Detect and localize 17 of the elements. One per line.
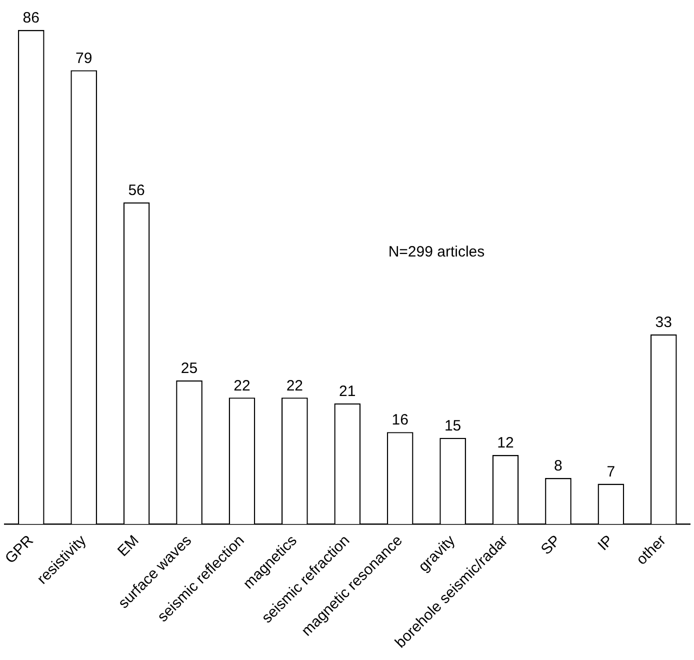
data-label: 12	[497, 434, 514, 452]
data-label: 86	[22, 10, 40, 27]
data-label: 56	[128, 182, 145, 199]
data-label: 21	[339, 382, 356, 400]
x-tick-label: IP	[594, 532, 617, 554]
data-label: 25	[180, 360, 198, 378]
data-label: 22	[234, 377, 250, 394]
x-tick-label: SP	[538, 532, 564, 558]
data-label: 33	[655, 314, 672, 332]
data-label: 16	[392, 412, 408, 429]
annotation: N=299 articles	[388, 243, 485, 260]
data-label: 8	[554, 458, 562, 475]
data-label: 15	[444, 417, 462, 434]
data-label: 79	[76, 50, 92, 67]
data-label: 7	[606, 463, 616, 480]
data-label: 22	[286, 377, 304, 394]
x-tick-label: EM	[114, 532, 142, 560]
